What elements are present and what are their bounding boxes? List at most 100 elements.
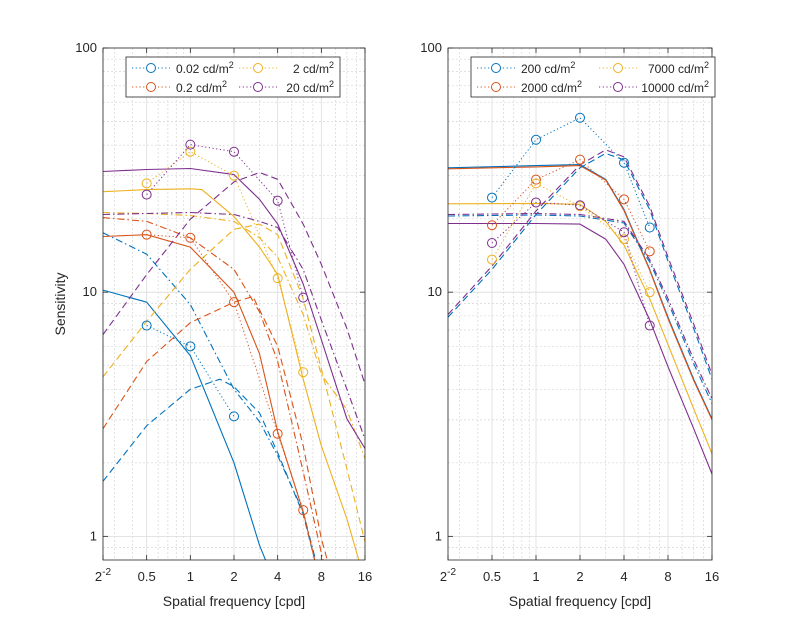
data-marker-purple (575, 200, 585, 211)
x-tick-label-text: 2 (576, 569, 583, 584)
y-axis-label: Sensitivity (52, 272, 68, 335)
x-tick-label-text: 0.5 (483, 569, 501, 584)
data-marker-yellow (619, 234, 629, 245)
x-tick-label: 4 (620, 569, 627, 584)
data-marker-yellow (141, 178, 152, 189)
legend-label: 7000 cd/m2 (648, 60, 709, 76)
x-tick-label: 2 (230, 569, 237, 584)
x-tick-label-text: 2 (95, 569, 102, 584)
legend-label-exponent: 2 (704, 60, 709, 70)
model-curve-solid-blue (103, 289, 267, 560)
data-marker-purple (619, 227, 629, 238)
legend-marker-yellow (613, 63, 623, 73)
y-tick-label: 10 (428, 284, 442, 299)
model-curve-dashed-yellow (103, 223, 365, 542)
x-tick-label-exponent: -2 (447, 567, 456, 578)
x-tick-label-text: 16 (358, 569, 372, 584)
data-marker-purple (487, 237, 497, 248)
series-group (103, 139, 365, 560)
legend-label: 10000 cd/m2 (641, 79, 709, 95)
data-marker-purple (272, 195, 283, 206)
legend-item: 20 cd/m2 (239, 79, 334, 95)
data-marker-orange (298, 505, 309, 516)
x-tick-label: 16 (358, 569, 372, 584)
data-marker-purple (229, 146, 239, 157)
legend-label: 20 cd/m2 (286, 79, 334, 95)
x-tick-label: 4 (274, 569, 281, 584)
data-marker-yellow (298, 367, 309, 378)
data-marker-blue (229, 411, 239, 422)
legend-item: 200 cd/m2 (477, 60, 575, 76)
x-axis-label: Spatial frequency [cpd] (509, 593, 651, 609)
legend-item: 2000 cd/m2 (477, 79, 582, 95)
data-marker-orange (644, 246, 655, 257)
model-curve-solid-orange (103, 234, 316, 560)
x-tick-label: 1 (532, 569, 539, 584)
legend-label-text: 2 cd/m (293, 62, 329, 76)
data-line-yellow (491, 182, 651, 293)
legend-label-exponent: 2 (229, 60, 234, 70)
model-curve-solid-yellow (103, 188, 360, 560)
legend-label-exponent: 2 (329, 79, 334, 89)
legend-item: 2 cd/m2 (239, 60, 334, 76)
legend-item: 7000 cd/m2 (599, 60, 709, 76)
x-tick-label-text: 0.5 (138, 569, 156, 584)
x-tick-label-text: 4 (274, 569, 281, 584)
data-marker-yellow (185, 146, 196, 157)
data-marker-orange (141, 229, 152, 240)
data-marker-yellow (487, 254, 497, 265)
x-tick-label-text: 4 (620, 569, 627, 584)
model-curve-dashed-purple (448, 149, 712, 375)
y-tick-label: 10 (83, 284, 97, 299)
model-curve-dashdot-orange (103, 217, 324, 560)
x-tick-label-exponent: -2 (102, 567, 111, 578)
x-tick-label-text: 8 (318, 569, 325, 584)
data-marker-yellow (229, 170, 239, 181)
data-marker-orange (487, 220, 497, 231)
data-marker-orange (619, 194, 629, 205)
data-marker-orange (272, 428, 283, 439)
model-curve-dashdot-yellow (103, 211, 365, 459)
x-tick-label: 0.5 (138, 569, 156, 584)
y-tick-label: 100 (75, 40, 97, 55)
data-marker-purple (531, 197, 541, 208)
x-tick-label: 16 (705, 569, 719, 584)
x-tick-label-text: 2 (230, 569, 237, 584)
data-marker-orange (185, 232, 196, 243)
x-tick-label: 2-2 (440, 567, 457, 584)
data-marker-orange (229, 297, 239, 308)
data-marker-blue (575, 112, 585, 123)
legend-marker-purple (613, 82, 623, 92)
x-tick-label: 0.5 (483, 569, 501, 584)
model-curve-solid-orange (448, 165, 712, 421)
legend-item: 10000 cd/m2 (599, 79, 709, 95)
model-curve-dashed-purple (103, 171, 365, 385)
data-line-orange (491, 159, 651, 252)
data-line-yellow (146, 151, 304, 373)
legend-marker-yellow (253, 63, 263, 73)
data-marker-purple (298, 292, 309, 303)
legend-item: 0.02 cd/m2 (132, 60, 234, 76)
y-tick-label: 1 (90, 528, 97, 543)
legend-label-text: 200 cd/m (521, 62, 570, 76)
x-tick-label-text: 2 (440, 569, 447, 584)
data-line-blue (146, 325, 235, 417)
legend-label: 200 cd/m2 (521, 60, 575, 76)
x-tick-label: 8 (318, 569, 325, 584)
x-tick-label-text: 8 (664, 569, 671, 584)
series-group (448, 112, 712, 475)
data-marker-blue (185, 341, 196, 352)
model-curve-dashdot-blue (448, 214, 712, 404)
legend-label-text: 20 cd/m (286, 81, 329, 95)
legend-label-text: 0.02 cd/m (176, 62, 229, 76)
x-tick-label-text: 1 (187, 569, 194, 584)
legend-marker-orange (146, 82, 156, 92)
data-marker-orange (531, 174, 541, 185)
legend-label-exponent: 2 (570, 60, 575, 70)
